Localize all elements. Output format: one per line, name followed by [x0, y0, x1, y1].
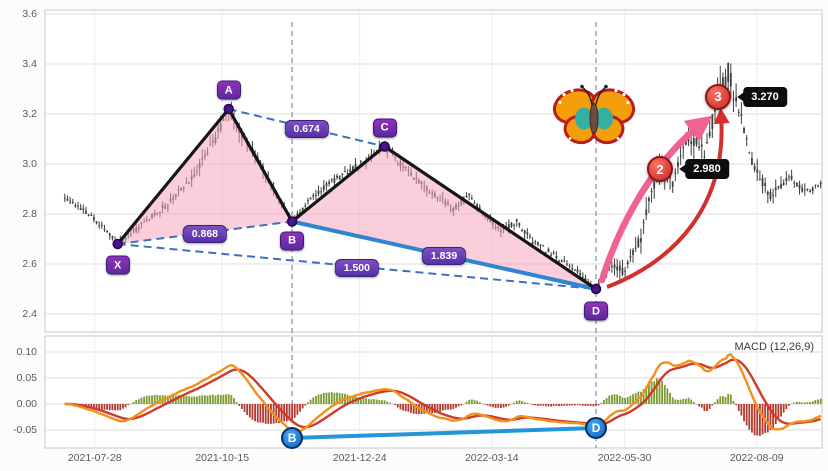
pattern-leg [383, 144, 598, 291]
projection-arrow-pink [598, 115, 713, 284]
pattern-leg [227, 107, 294, 224]
pattern-leg [290, 144, 387, 224]
ratio-label-bd[interactable]: 1.839 [421, 247, 467, 266]
dashed-leg [117, 220, 293, 245]
pattern-point-b-badge[interactable]: B [280, 231, 305, 250]
macd-point-b-badge[interactable]: B [281, 427, 304, 449]
macd-histogram [63, 378, 822, 436]
pattern-fill [292, 146, 597, 289]
pattern-dot-B[interactable] [286, 216, 298, 227]
pattern-dot-X[interactable] [112, 238, 123, 250]
pattern-dot-A[interactable] [223, 103, 234, 115]
macd-point-d-badge[interactable]: D [585, 417, 608, 439]
grid-layer [45, 10, 822, 448]
pattern-dot-D[interactable] [590, 283, 602, 295]
pattern-leg [116, 107, 231, 246]
macd-indicator-label: MACD (12,26,9) [734, 341, 814, 353]
pattern-dot-C[interactable] [379, 141, 390, 152]
pattern-fill [117, 109, 293, 244]
pattern-point-x-badge[interactable]: X [105, 255, 130, 275]
price-tag-value: 2.980 [693, 163, 721, 175]
macd-panel [44, 335, 823, 449]
ratio-label-xd[interactable]: 1.500 [334, 258, 379, 277]
price-tag-2980: 2.980 [679, 159, 729, 179]
pattern-point-a-badge[interactable]: A [216, 80, 241, 100]
pattern-point-d-badge[interactable]: D [584, 301, 609, 321]
ratio-label-xb[interactable]: 0.868 [182, 224, 228, 243]
tag-notch-icon [737, 91, 745, 102]
macd-divergence-line[interactable] [290, 426, 599, 440]
tag-notch-icon [679, 164, 687, 174]
pattern-point-c-badge[interactable]: C [372, 118, 397, 137]
ratio-label-ac[interactable]: 0.674 [284, 119, 329, 138]
projection-arrow-red [606, 107, 730, 289]
target-circle-3[interactable]: 3 [705, 83, 731, 110]
price-tag-value: 3.270 [751, 90, 779, 103]
price-tag-3270: 3.270 [737, 86, 787, 107]
macd-line [64, 353, 822, 434]
target-circle-2[interactable]: 2 [647, 156, 673, 182]
